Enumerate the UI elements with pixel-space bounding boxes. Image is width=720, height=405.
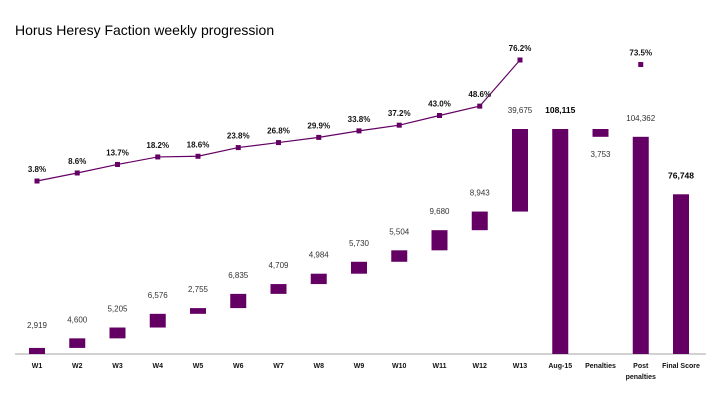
line-marker: [195, 153, 201, 159]
bar-value-label: 6,835: [228, 271, 249, 280]
bar-value-label: 39,675: [508, 106, 533, 115]
bar-value-label: 3,753: [590, 150, 611, 159]
bar-value-label: 2,755: [188, 285, 209, 294]
line-marker: [316, 134, 322, 140]
bar-value-label: 76,748: [668, 170, 694, 180]
line-value-label: 13.7%: [106, 148, 129, 157]
x-tick-label: W7: [273, 363, 284, 370]
bar-penalties: [592, 129, 609, 137]
line-value-label: 43.0%: [428, 99, 451, 108]
bar-value-label: 2,919: [27, 321, 48, 330]
line-marker: [155, 154, 161, 160]
bar-value-label: 8,943: [470, 189, 491, 198]
line-value-label: 37.2%: [388, 109, 411, 118]
line-marker: [34, 178, 40, 184]
line-value-label: 73.5%: [629, 49, 652, 58]
x-tick-label: W1: [32, 363, 43, 370]
x-ticks-group: W1 W2 W3 W4 W5 W6 W7 W8 W9 W10 W11 W12 W13 Aug-15 Pena…: [32, 363, 700, 381]
x-tick-label: Final Score: [662, 363, 700, 370]
bar-value-label: 5,730: [349, 239, 370, 248]
bar-w13: [512, 129, 528, 212]
x-tick-label: W12: [473, 363, 488, 370]
line-value-label: 18.2%: [146, 141, 169, 150]
line-marker: [235, 145, 241, 151]
bar-w6: [230, 293, 247, 309]
line-value-label: 48.6%: [468, 90, 491, 99]
line-value-label: 18.6%: [187, 140, 210, 149]
bar-w1: [29, 347, 45, 354]
bars-group: [29, 129, 689, 354]
bar-value-label: 4,984: [309, 251, 330, 260]
bar-w3: [109, 327, 126, 339]
bar-post-penalties: [632, 136, 649, 354]
bar-w12: [471, 211, 488, 231]
x-tick-label: Post: [633, 363, 649, 370]
bar-value-label: 5,504: [389, 227, 410, 236]
bar-w10: [391, 250, 408, 262]
bar-w2: [69, 338, 86, 348]
bar-aug-15: [552, 129, 569, 354]
line-marker: [638, 62, 644, 68]
line-marker: [276, 140, 281, 146]
bar-value-label: 5,205: [107, 305, 128, 314]
line-marker: [396, 122, 402, 128]
line-value-label: 23.8%: [227, 132, 250, 141]
x-tick-label: W4: [153, 363, 164, 370]
x-tick-label: W6: [233, 363, 244, 370]
x-tick-label: Penalties: [585, 363, 616, 370]
bar-value-label: 6,576: [148, 291, 169, 300]
x-tick-label: W13: [513, 363, 528, 370]
bar-value-label: 4,709: [268, 261, 289, 270]
line-marker: [437, 112, 442, 118]
bar-w4: [149, 313, 166, 328]
line-value-label: 76.2%: [509, 44, 532, 53]
x-tick-label: penalties: [626, 374, 656, 381]
x-tick-label: W10: [392, 363, 407, 370]
chart-title: Horus Heresy Faction weekly progression: [15, 22, 275, 38]
x-tick-label: W8: [314, 363, 325, 370]
line-marker: [115, 161, 120, 167]
bar-w9: [351, 261, 367, 274]
line-group: 3.8% 8.6% 13.7% 18.2% 18.6% 23.8% 26.8% 29.9% 33…: [28, 44, 652, 184]
bar-w11: [431, 230, 448, 251]
line-marker: [74, 170, 80, 176]
x-tick-label: Aug-15: [548, 363, 572, 370]
line-value-label: 3.8%: [28, 165, 46, 174]
x-tick-label: W5: [193, 363, 204, 370]
bar-w5: [190, 308, 206, 314]
bar-labels-group: 2,919 4,600 5,205 6,576 2,755 6,835 4,709 4,984…: [27, 105, 694, 330]
x-tick-label: W9: [354, 363, 365, 370]
progression-line: [36, 59, 521, 182]
x-tick-label: W11: [432, 363, 446, 370]
line-value-label: 8.6%: [68, 157, 86, 166]
bar-w8: [310, 273, 327, 285]
line-marker: [356, 128, 362, 134]
bar-value-label: 9,680: [429, 207, 450, 216]
bar-value-label: 104,362: [626, 114, 655, 123]
bar-w7: [270, 284, 287, 294]
line-value-label: 29.9%: [307, 121, 330, 130]
x-tick-label: W3: [112, 363, 123, 370]
x-tick-label: W2: [72, 363, 83, 370]
bar-final-score: [673, 194, 689, 354]
bar-value-label: 108,115: [545, 105, 576, 115]
line-value-label: 33.8%: [348, 115, 371, 124]
line-value-label: 26.8%: [267, 127, 290, 136]
line-marker: [477, 103, 483, 109]
line-marker: [517, 57, 523, 63]
bar-value-label: 4,600: [67, 315, 88, 324]
